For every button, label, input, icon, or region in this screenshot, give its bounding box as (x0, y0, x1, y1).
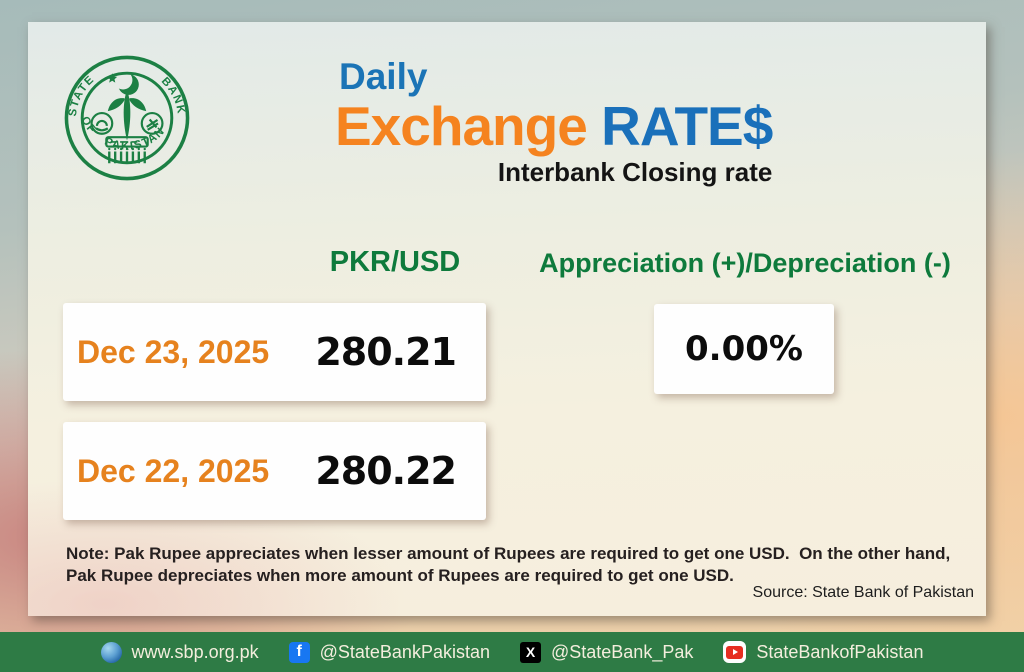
column-header-change: Appreciation (+)/Depreciation (-) (539, 248, 951, 278)
footer-youtube-link[interactable]: StateBankofPakistan (723, 641, 923, 663)
facebook-icon: f (288, 641, 310, 663)
x-handle-text: @StateBank_Pak (550, 641, 694, 662)
logo-emblem (90, 73, 164, 164)
rate-date: Dec 23, 2025 (77, 333, 270, 370)
title-word-rates: RATE$ (601, 95, 773, 157)
facebook-handle-text: @StateBankPakistan (319, 641, 490, 662)
note-text: Note: Pak Rupee appreciates when lesser … (66, 544, 955, 585)
rate-card-dec23: Dec 23, 2025 280.21 (63, 303, 486, 401)
change-value: 0.00% (685, 329, 803, 369)
column-header-pkr-usd: PKR/USD (329, 246, 461, 278)
subtitle-interbank: Interbank Closing rate (497, 157, 773, 188)
rate-card-dec22: Dec 22, 2025 280.22 (63, 422, 486, 520)
footer-x-link[interactable]: X @StateBank_Pak (519, 641, 694, 663)
website-text: www.sbp.org.pk (131, 641, 259, 662)
title-block: Daily Exchange RATE$ Interbank Closing r… (335, 56, 773, 188)
page-title: Exchange RATE$ (335, 95, 773, 157)
footer-website-link[interactable]: www.sbp.org.pk (100, 641, 259, 663)
rate-value: 280.21 (315, 330, 457, 374)
change-card: 0.00% (654, 304, 834, 394)
title-word-exchange: Exchange (335, 95, 588, 157)
youtube-icon (723, 641, 747, 663)
footer-facebook-link[interactable]: f @StateBankPakistan (288, 641, 490, 663)
sbp-logo-icon: STATE BANK OF PAKISTAN (64, 55, 190, 181)
kicker-daily: Daily (339, 56, 428, 97)
youtube-handle-text: StateBankofPakistan (756, 641, 924, 662)
source-text: Source: State Bank of Pakistan (752, 584, 974, 601)
x-twitter-icon: X (519, 641, 541, 663)
globe-icon (100, 641, 122, 663)
main-panel: STATE BANK OF PAKISTAN (28, 22, 986, 616)
rate-value: 280.22 (315, 449, 457, 493)
footer-bar: www.sbp.org.pk f @StateBankPakistan X @S… (0, 632, 1024, 672)
rate-date: Dec 22, 2025 (77, 452, 270, 489)
